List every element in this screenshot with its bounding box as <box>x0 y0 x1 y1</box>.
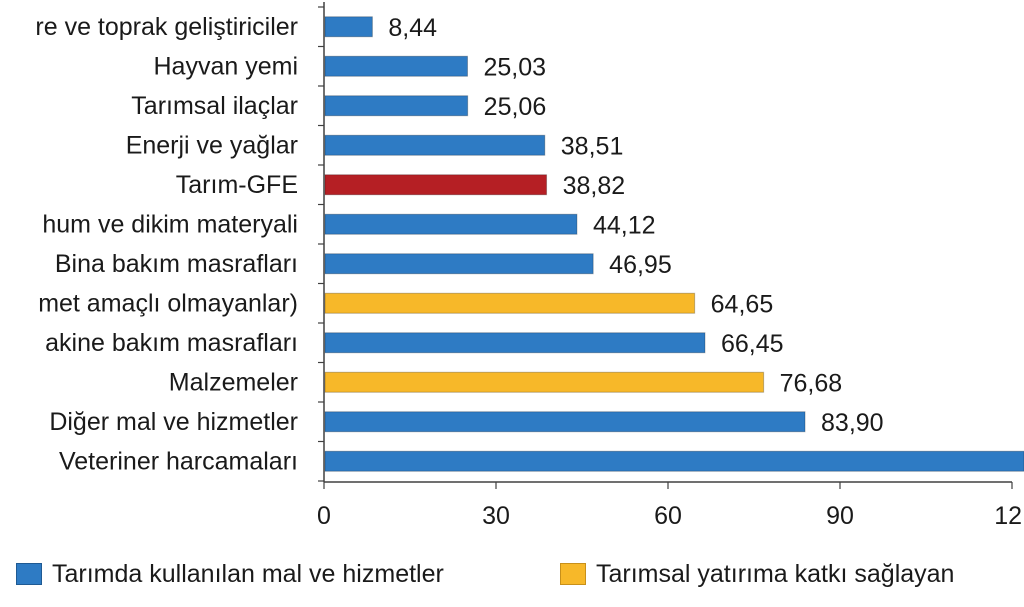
bar <box>324 16 373 38</box>
bar <box>324 174 548 196</box>
legend-label-mal-hizmet: Tarımda kullanılan mal ve hizmetler <box>52 559 444 588</box>
category-label: re ve toprak geliştiriciler <box>35 13 298 41</box>
x-tick-label: 90 <box>826 502 854 530</box>
value-label: 25,06 <box>484 93 547 121</box>
bar <box>324 332 706 354</box>
value-label: 66,45 <box>721 330 784 358</box>
value-label: 38,82 <box>563 172 626 200</box>
legend-swatch-yatirim <box>560 563 586 585</box>
category-label: Hayvan yemi <box>154 52 299 80</box>
category-label: akine bakım masrafları <box>45 329 298 357</box>
value-label: 25,03 <box>484 53 547 81</box>
category-label: Diğer mal ve hizmetler <box>49 408 298 436</box>
category-label: Bina bakım masrafları <box>55 250 298 278</box>
legend: Tarımda kullanılan mal ve hizmetler Tarı… <box>0 555 1024 595</box>
category-label: Tarım-GFE <box>176 171 298 199</box>
legend-swatch-mal-hizmet <box>16 563 42 585</box>
bar <box>324 450 1024 472</box>
category-label: Tarımsal ilaçlar <box>131 92 298 120</box>
bar <box>324 292 696 314</box>
bar <box>324 95 469 117</box>
category-label: Enerji ve yağlar <box>126 131 298 159</box>
bar <box>324 411 806 433</box>
legend-item-mal-hizmet: Tarımda kullanılan mal ve hizmetler <box>16 559 444 589</box>
bar <box>324 371 765 393</box>
x-tick-label: 12 <box>994 502 1022 530</box>
legend-label-yatirim: Tarımsal yatırıma katkı sağlayan <box>596 559 955 588</box>
value-label: 8,44 <box>388 14 437 42</box>
x-tick-label: 60 <box>654 502 682 530</box>
value-label: 38,51 <box>561 132 624 160</box>
bar-chart: re ve toprak geliştiriciler 8,44 Hayvan ye… <box>35 2 1024 530</box>
category-label: Malzemeler <box>169 368 298 396</box>
bar <box>324 134 546 156</box>
x-tick-label: 30 <box>482 502 510 530</box>
x-tick-label: 0 <box>317 502 331 530</box>
value-label: 44,12 <box>593 211 656 239</box>
category-label: hum ve dikim materyali <box>42 210 298 238</box>
bar <box>324 213 578 235</box>
category-label: met amaçlı olmayanlar) <box>38 289 298 317</box>
bar <box>324 253 594 275</box>
value-label: 64,65 <box>711 290 774 318</box>
bar <box>324 55 469 77</box>
value-label: 46,95 <box>609 251 672 279</box>
category-label: Veteriner harcamaları <box>59 447 298 475</box>
value-label: 76,68 <box>780 369 843 397</box>
legend-item-yatirim: Tarımsal yatırıma katkı sağlayan <box>560 559 954 589</box>
value-label: 83,90 <box>821 409 884 437</box>
